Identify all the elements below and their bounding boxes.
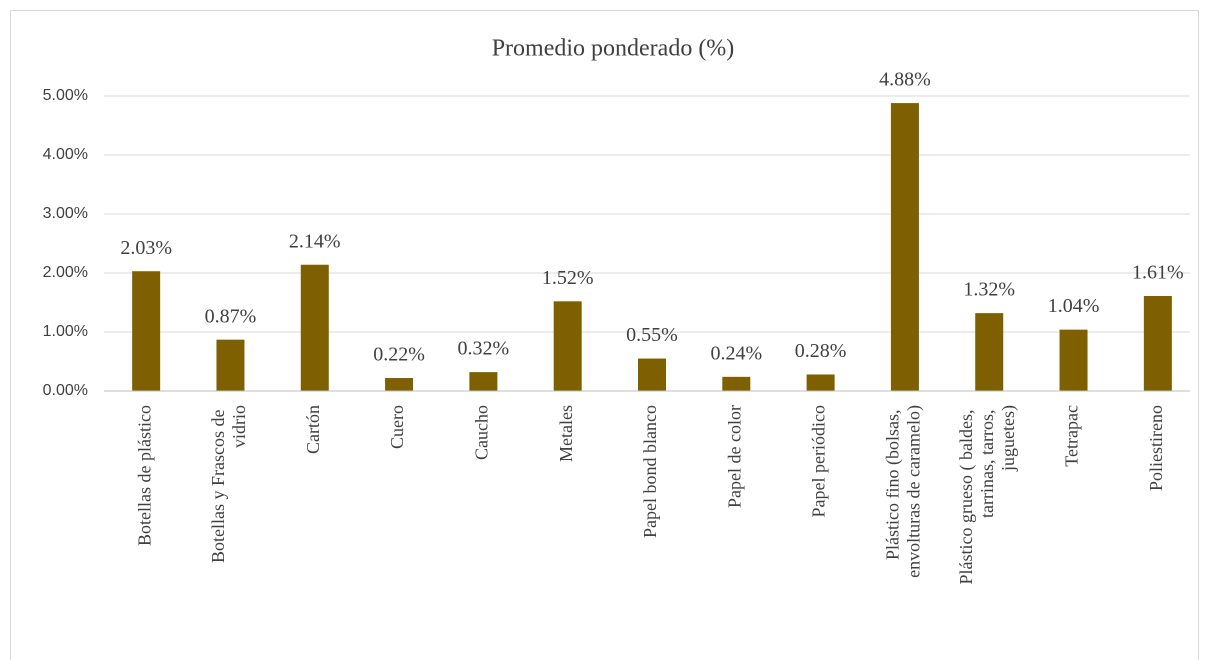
bar: [300, 264, 329, 391]
data-label: 1.04%: [1048, 295, 1100, 317]
data-label: 4.88%: [879, 69, 931, 91]
bar: [638, 358, 666, 391]
x-tick-label: Metales: [556, 405, 576, 462]
data-label: 1.32%: [963, 279, 1015, 301]
y-tick-label: 0.00%: [43, 382, 88, 399]
data-label: 1.61%: [1132, 262, 1184, 284]
data-label: 0.24%: [710, 342, 762, 364]
x-tick-label: Botellas de plástico: [134, 405, 154, 546]
bar: [132, 271, 161, 391]
x-tick-label: Botellas y Frascos de vidrio: [208, 405, 249, 563]
bar: [806, 374, 835, 391]
bar: [1059, 329, 1088, 391]
data-label: 2.14%: [289, 230, 341, 252]
x-tick-label: Papel de color: [724, 405, 744, 508]
x-tick-label: Papel bond blanco: [640, 405, 660, 538]
bar: [1143, 296, 1172, 391]
data-label: 0.32%: [458, 338, 510, 360]
x-tick-label: Cuero: [387, 405, 407, 449]
data-label: 1.52%: [542, 267, 594, 289]
bar: [975, 313, 1004, 391]
x-tick-label: Cartón: [303, 405, 323, 454]
x-tick-label: Plástico grueso ( baldes, tarrinas, tarr…: [956, 405, 1019, 584]
y-tick-label: 5.00%: [43, 87, 88, 104]
x-tick-label: Poliestireno: [1146, 405, 1166, 491]
x-tick-label: Tetrapac: [1062, 405, 1082, 467]
y-tick-label: 3.00%: [43, 205, 88, 222]
chart-title: Promedio ponderado (%): [492, 36, 735, 62]
bar: [469, 372, 498, 391]
bar: [553, 301, 582, 391]
y-tick-label: 2.00%: [43, 264, 88, 281]
data-label: 0.87%: [205, 305, 257, 327]
y-tick-label: 4.00%: [43, 146, 88, 163]
chart-frame: [10, 10, 1199, 660]
data-label: 2.03%: [120, 237, 172, 259]
x-tick-label: Papel periódico: [809, 405, 829, 517]
x-tick-label: Caucho: [472, 405, 492, 460]
data-label: 0.22%: [373, 344, 425, 366]
y-tick-label: 1.00%: [43, 323, 88, 340]
bar: [385, 378, 414, 391]
bar: [216, 339, 245, 391]
data-label: 0.28%: [795, 340, 847, 362]
bar: [890, 103, 919, 391]
bar: [722, 376, 751, 391]
x-tick-label: Plástico fino (bolsas, envolturas de car…: [883, 405, 925, 578]
data-label: 0.55%: [626, 324, 678, 346]
